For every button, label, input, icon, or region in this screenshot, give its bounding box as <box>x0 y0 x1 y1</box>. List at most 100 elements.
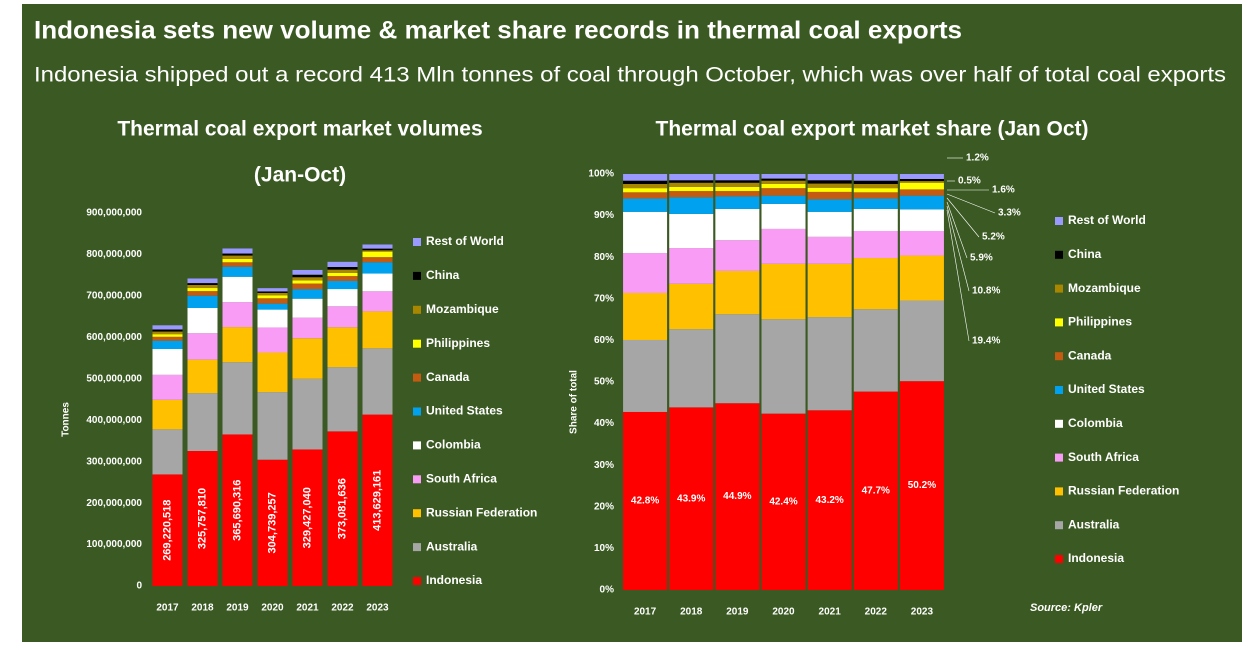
bar-segment <box>327 261 358 268</box>
bar-segment <box>187 308 218 334</box>
bar-segment <box>853 174 898 181</box>
y-tick-label: 10% <box>594 543 614 554</box>
chart-title: Thermal coal export market volumes <box>117 118 482 141</box>
y-tick-label: 100% <box>588 169 614 180</box>
bar-segment <box>623 192 668 199</box>
data-label: 304,739,257 <box>266 492 278 553</box>
y-axis-label: Share of total <box>569 370 580 434</box>
bar-segment <box>187 333 218 360</box>
legend-swatch <box>1055 453 1063 462</box>
bar-segment <box>807 410 852 590</box>
bar-segment <box>152 334 183 337</box>
bar-segment <box>292 338 323 379</box>
bar-segment <box>257 309 288 328</box>
subtitle: Indonesia shipped out a record 413 Mln t… <box>34 64 1226 87</box>
legend-label: Indonesia <box>426 573 482 587</box>
data-label: 47.7% <box>862 485 890 496</box>
bar-segment <box>222 302 253 328</box>
bar-segment <box>222 266 253 277</box>
data-label: 329,427,040 <box>301 487 313 548</box>
bar-segment <box>715 182 760 187</box>
bar-segment <box>187 291 218 296</box>
bar-segment <box>807 199 852 212</box>
bar-segment <box>761 174 806 179</box>
source: Source: Kpler <box>1030 602 1103 614</box>
bar-segment <box>292 277 323 281</box>
bar-segment <box>669 407 714 590</box>
legend-swatch <box>1055 318 1063 327</box>
legend-swatch <box>413 339 421 348</box>
legend-label: China <box>1068 247 1102 261</box>
leader-line <box>946 193 996 214</box>
bar-segment <box>187 283 218 285</box>
legend-label: Russian Federation <box>1068 484 1179 498</box>
y-tick-label: 70% <box>594 293 614 304</box>
bar-segment <box>715 208 760 241</box>
x-tick-label: 2023 <box>911 607 934 618</box>
bar-segment <box>222 362 253 435</box>
bar-segment <box>761 319 806 414</box>
data-label: 413,629,161 <box>371 470 383 531</box>
y-tick-label: 600,000,000 <box>86 332 142 343</box>
bar-segment <box>899 189 944 196</box>
bar-segment <box>899 178 944 182</box>
legend-label: Australia <box>426 539 478 553</box>
y-tick-label: 90% <box>594 210 614 221</box>
bar-segment <box>152 340 183 350</box>
y-tick-label: 300,000,000 <box>86 456 142 467</box>
bar-segment <box>853 192 898 199</box>
legend-swatch <box>1055 386 1063 394</box>
y-tick-label: 700,000,000 <box>86 291 142 302</box>
x-tick-label: 2020 <box>261 603 284 614</box>
bar-segment <box>899 209 944 231</box>
legend-label: Russian Federation <box>426 505 537 519</box>
bar-segment <box>152 349 183 375</box>
bar-segment <box>623 183 668 189</box>
x-tick-label: 2023 <box>366 603 389 614</box>
bar-segment <box>669 186 714 192</box>
legend-swatch <box>413 509 421 518</box>
bar-segment <box>853 391 898 590</box>
bar-segment <box>761 228 806 264</box>
data-label: 42.4% <box>769 496 797 507</box>
data-label: 269,220,518 <box>161 500 173 561</box>
bar-segment <box>292 449 323 586</box>
bar-segment <box>623 253 668 293</box>
bar-segment <box>222 262 253 267</box>
legend-label: Philippines <box>426 336 490 350</box>
bar-segment <box>715 270 760 315</box>
legend-swatch <box>1055 217 1063 225</box>
legend-label: Australia <box>1068 517 1120 531</box>
end-label: 19.4% <box>972 336 1000 347</box>
bar-segment <box>669 182 714 187</box>
bar-segment <box>715 191 760 197</box>
bar-segment <box>715 240 760 271</box>
bar-segment <box>362 414 393 586</box>
bar-segment <box>715 403 760 590</box>
bar-segment <box>807 191 852 200</box>
legend-label: Indonesia <box>1068 551 1124 565</box>
x-tick-label: 2021 <box>819 607 842 618</box>
bar-segment <box>669 197 714 214</box>
bar-segment <box>362 273 393 292</box>
legend-swatch <box>413 407 421 416</box>
bar-segment <box>807 174 852 181</box>
bar-segment <box>327 289 358 307</box>
y-tick-label: 200,000,000 <box>86 498 142 509</box>
bar-segment <box>362 311 393 349</box>
bar-segment <box>222 253 253 256</box>
legend-swatch <box>1055 419 1063 428</box>
x-tick-label: 2019 <box>726 607 749 618</box>
data-label: 325,757,810 <box>196 488 208 549</box>
bar-segment <box>899 174 944 179</box>
bar-segment <box>899 182 944 190</box>
bar-segment <box>362 251 393 258</box>
bar-segment <box>152 474 183 586</box>
data-label: 43.9% <box>677 493 705 504</box>
bar-segment <box>761 413 806 590</box>
bar-segment <box>152 429 183 475</box>
bar-segment <box>715 186 760 192</box>
bar-segment <box>669 248 714 284</box>
bar-segment <box>222 248 253 254</box>
chart-title: (Jan-Oct) <box>254 164 346 187</box>
